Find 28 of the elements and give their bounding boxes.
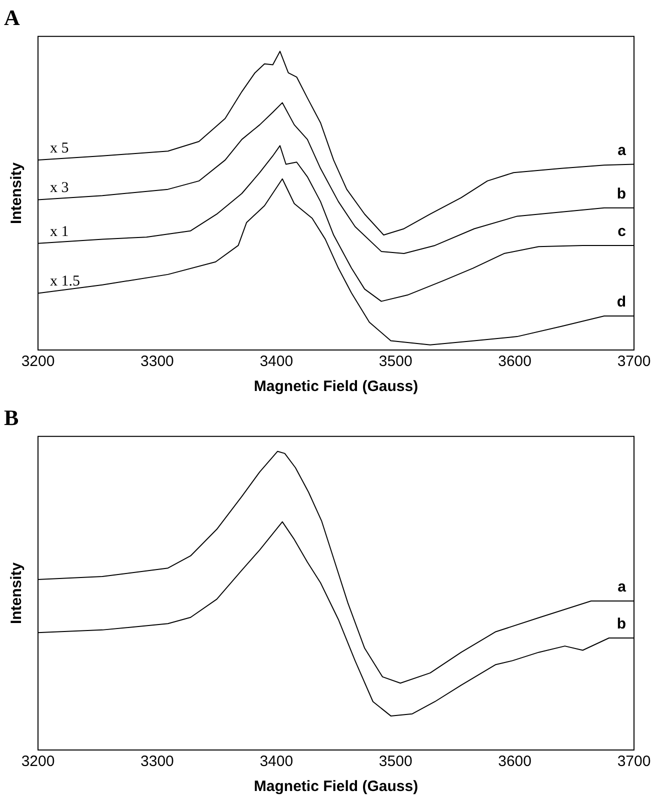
annotation: x 1.5 [50,274,80,290]
annotation: x 5 [50,140,69,156]
series-label: a [618,142,627,159]
x-tick-label: 3400 [260,753,294,770]
x-tick-label: 3700 [617,353,651,370]
x-tick-label: 3600 [498,753,532,770]
x-axis-title: Magnetic Field (Gauss) [254,778,418,796]
x-tick-label: 3500 [378,753,412,770]
series-label: c [618,223,626,240]
series-label: b [616,616,626,633]
series-label: d [616,294,626,311]
series-label: a [618,578,627,596]
chart-title: B [4,404,19,430]
y-axis-title: Intensity [8,562,26,624]
chart-title: A [4,4,20,30]
x-tick-label: 3200 [21,753,55,770]
annotation: x 3 [50,180,69,196]
annotation: x 1 [50,224,69,240]
x-tick-label: 3400 [260,353,294,370]
x-tick-label: 3700 [617,753,651,770]
x-tick-label: 3500 [378,353,412,370]
x-axis-title: Magnetic Field (Gauss) [254,378,418,396]
x-tick-label: 3600 [498,353,532,370]
x-tick-label: 3300 [140,753,174,770]
y-axis-title: Intensity [8,162,26,224]
x-tick-label: 3300 [140,353,174,370]
x-tick-label: 3200 [21,353,55,370]
series-label: b [616,185,626,202]
